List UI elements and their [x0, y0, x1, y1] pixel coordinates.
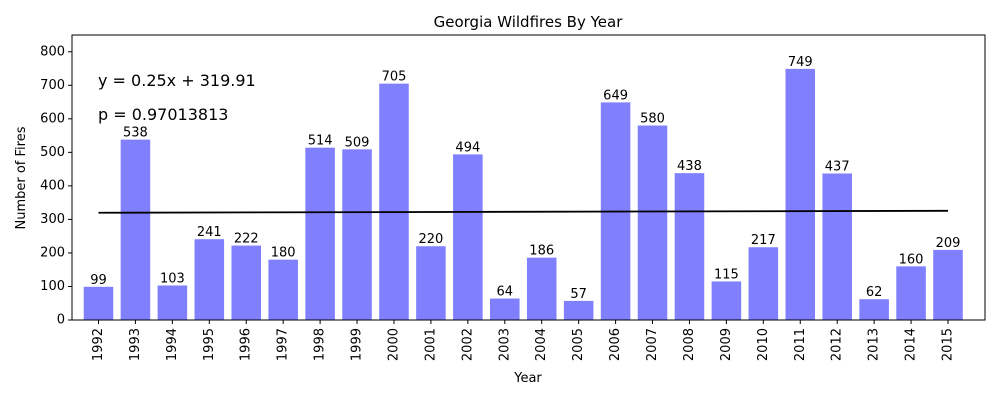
bar-1995 — [194, 239, 225, 320]
bar-value-label-2008: 438 — [677, 159, 702, 174]
bar-2005 — [563, 300, 594, 320]
y-tick-label-200: 200 — [40, 245, 65, 260]
bar-value-label-2010: 217 — [751, 233, 776, 248]
p-value: p = 0.97013813 — [98, 105, 228, 124]
bar-value-label-2003: 64 — [497, 285, 514, 300]
bar-value-label-2000: 705 — [382, 70, 407, 85]
trend-line — [98, 209, 949, 214]
bar-1996 — [231, 245, 262, 320]
x-tick-label-2003: 2003 — [497, 328, 512, 361]
bar-value-label-1996: 222 — [234, 232, 259, 247]
bar-value-label-1994: 103 — [160, 271, 185, 286]
x-tick-label-2004: 2004 — [534, 328, 549, 361]
bar-value-label-1999: 509 — [345, 135, 370, 150]
bar-value-label-2001: 220 — [418, 232, 443, 247]
bar-2003 — [490, 298, 520, 320]
bar-labels-group: 99 538 103 241 222 180 514 509 705 220 494 64 186 57 6… — [90, 55, 960, 302]
x-tick-label-2000: 2000 — [386, 328, 401, 361]
x-tick-label-1994: 1994 — [165, 328, 180, 361]
x-tick-label-1997: 1997 — [276, 328, 291, 361]
x-axis-label: Year — [513, 371, 542, 386]
x-tick-label-2001: 2001 — [423, 328, 438, 361]
bar-value-label-2004: 186 — [529, 244, 554, 259]
x-tick-label-1996: 1996 — [239, 328, 254, 361]
bar-2002 — [453, 154, 483, 320]
bar-value-label-1993: 538 — [123, 126, 148, 141]
y-tick-label-500: 500 — [40, 145, 65, 160]
bar-value-label-2012: 437 — [825, 159, 850, 174]
bar-2009 — [711, 281, 742, 320]
bar-value-label-1998: 514 — [308, 134, 333, 149]
bar-value-label-2002: 494 — [455, 140, 480, 155]
x-axis-ticks: 1992 1993 1994 1995 1996 1997 1998 1999 2000 2001… — [91, 320, 956, 361]
x-tick-label-2007: 2007 — [645, 328, 660, 361]
x-tick-label-2011: 2011 — [793, 328, 808, 361]
bar-2015 — [933, 249, 963, 320]
bar-value-label-2014: 160 — [899, 252, 924, 267]
y-tick-label-400: 400 — [40, 178, 65, 193]
x-tick-label-2012: 2012 — [830, 328, 845, 361]
bar-value-label-1995: 241 — [197, 225, 222, 240]
bar-value-label-2013: 62 — [866, 285, 883, 300]
bar-value-label-1997: 180 — [271, 246, 296, 261]
bar-value-label-2007: 580 — [640, 112, 665, 127]
plot-frame — [71, 34, 986, 321]
x-tick-label-1993: 1993 — [128, 328, 143, 361]
y-tick-label-0: 0 — [57, 313, 65, 328]
x-tick-label-2015: 2015 — [941, 328, 956, 361]
y-tick-label-300: 300 — [40, 212, 65, 227]
x-tick-label-2009: 2009 — [719, 328, 734, 361]
chart-title: Georgia Wildfires By Year — [434, 13, 624, 31]
bar-1993 — [120, 139, 151, 320]
x-tick-label-2013: 2013 — [867, 328, 882, 361]
bar-2007 — [637, 125, 668, 320]
bar-2011 — [785, 68, 816, 320]
bar-2013 — [859, 299, 889, 320]
x-tick-label-2014: 2014 — [904, 328, 919, 361]
bar-2008 — [674, 173, 705, 320]
x-tick-label-2006: 2006 — [608, 328, 623, 361]
x-tick-label-2005: 2005 — [571, 328, 586, 361]
y-axis-ticks: 0 100 200 300 400 500 600 700 800 — [40, 44, 72, 328]
bar-value-label-2006: 649 — [603, 88, 628, 103]
bar-value-label-2015: 209 — [936, 236, 961, 251]
bar-value-label-2005: 57 — [570, 287, 587, 302]
x-tick-label-2002: 2002 — [460, 328, 475, 361]
y-tick-label-800: 800 — [40, 44, 65, 59]
bar-2010 — [748, 247, 779, 320]
x-tick-label-2010: 2010 — [756, 328, 771, 361]
bar-2000 — [379, 83, 409, 320]
regression-equation: y = 0.25x + 319.91 — [98, 71, 256, 90]
bar-2001 — [416, 246, 446, 320]
bar-value-label-1992: 99 — [90, 273, 107, 288]
x-tick-label-1995: 1995 — [202, 328, 217, 361]
bar-2004 — [526, 257, 557, 320]
y-tick-label-100: 100 — [40, 279, 65, 294]
x-tick-label-1998: 1998 — [313, 328, 328, 361]
bar-1997 — [268, 259, 298, 320]
bar-1992 — [83, 286, 114, 320]
y-axis-label: Number of Fires — [14, 126, 29, 229]
x-tick-label-1999: 1999 — [350, 328, 365, 361]
bar-1999 — [342, 149, 372, 320]
bar-1998 — [305, 147, 335, 320]
x-tick-label-2008: 2008 — [682, 328, 697, 361]
bar-value-label-2011: 749 — [788, 55, 813, 70]
y-tick-label-700: 700 — [40, 78, 65, 93]
bar-2014 — [896, 266, 926, 320]
bar-1994 — [157, 285, 188, 320]
bar-2012 — [822, 173, 852, 320]
y-tick-label-600: 600 — [40, 111, 65, 126]
x-tick-label-1992: 1992 — [91, 328, 106, 361]
bar-value-label-2009: 115 — [714, 267, 739, 282]
